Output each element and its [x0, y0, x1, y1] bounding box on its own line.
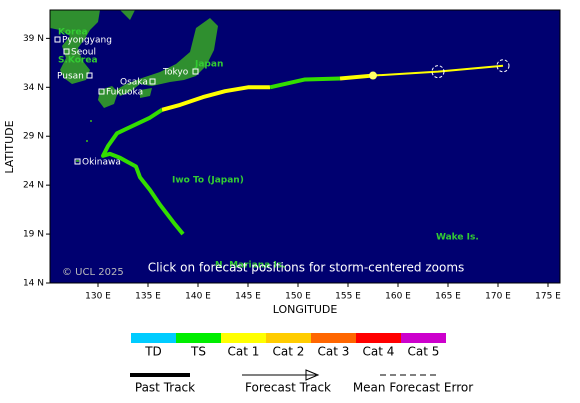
past-track [339, 73, 374, 81]
scale-swatch [221, 333, 266, 343]
city-marker [98, 88, 105, 95]
place-label: Pusan [57, 72, 84, 82]
place-label: Pyongyang [62, 36, 112, 46]
place-label: Tokyo [162, 68, 189, 78]
scale-label: Cat 1 [228, 345, 260, 359]
scale-swatch [401, 333, 446, 343]
place-label: Japan [194, 60, 223, 70]
zoom-note: Click on forecast positions for storm-ce… [148, 261, 465, 275]
place-label: Korea [58, 28, 88, 38]
scale-swatch [311, 333, 356, 343]
legend-arrow [305, 369, 320, 381]
x-tick-label: 135 E [135, 292, 161, 302]
japan-land [116, 18, 218, 96]
scale-label: Cat 5 [408, 345, 440, 359]
x-tick-label: 145 E [235, 292, 261, 302]
land-north [120, 10, 135, 20]
place-label: N. Mariana Is. [215, 261, 285, 271]
forecast-position[interactable] [496, 59, 510, 73]
city-marker [192, 68, 199, 75]
y-tick-label: 34 N [23, 83, 44, 93]
scale-swatch [356, 333, 401, 343]
scale-label: Cat 4 [363, 345, 395, 359]
y-tick-label: 24 N [23, 181, 44, 191]
x-tick-label: 160 E [385, 292, 411, 302]
past-track [269, 76, 341, 90]
x-axis-label: LONGITUDE [273, 303, 338, 316]
island-chain [76, 120, 92, 162]
legend-label: Past Track [135, 381, 195, 395]
scale-label: TS [190, 345, 206, 359]
x-tick-label: 175 E [535, 292, 561, 302]
y-axis-label: LATITUDE [3, 120, 16, 173]
x-tick-label: 155 E [335, 292, 361, 302]
kyushu-land [98, 86, 118, 108]
x-tick-label: 150 E [285, 292, 311, 302]
scale-label: TD [144, 345, 162, 359]
place-label: Fukuoka [106, 88, 143, 98]
past-track [161, 85, 270, 112]
y-tick-label: 14 N [23, 279, 44, 289]
scale-swatch [131, 333, 176, 343]
forecast-track [372, 64, 504, 77]
city-marker [74, 158, 81, 165]
copyright: © UCL 2025 [62, 267, 124, 278]
y-tick-label: 29 N [23, 132, 44, 142]
city-marker [86, 72, 93, 79]
x-tick-label: 130 E [85, 292, 111, 302]
scale-label: Cat 3 [318, 345, 350, 359]
place-label: Osaka [120, 78, 148, 88]
city-marker [63, 48, 70, 55]
land [50, 10, 218, 108]
city-marker [54, 36, 61, 43]
x-tick-label: 165 E [435, 292, 461, 302]
current-position[interactable] [369, 71, 377, 80]
legend-label: Mean Forecast Error [353, 381, 473, 395]
place-label: S.Korea [58, 56, 98, 66]
shikoku-land [140, 88, 152, 98]
plot-frame [49, 9, 561, 284]
scale-swatch [266, 333, 311, 343]
place-label: Iwo To (Japan) [172, 176, 244, 186]
city-marker [149, 78, 156, 85]
x-tick-label: 170 E [485, 292, 511, 302]
place-label: Seoul [71, 48, 96, 58]
place-label: Okinawa [82, 158, 121, 168]
forecast-position[interactable] [431, 65, 445, 79]
legend-label: Forecast Track [245, 381, 331, 395]
y-tick-label: 39 N [23, 34, 44, 44]
past-track [101, 108, 185, 236]
place-label: Wake Is. [436, 233, 479, 243]
korea-land [50, 10, 100, 84]
track-layer [101, 59, 510, 236]
y-tick-label: 19 N [23, 230, 44, 240]
scale-swatch [176, 333, 221, 343]
x-tick-label: 140 E [185, 292, 211, 302]
scale-label: Cat 2 [273, 345, 305, 359]
ocean[interactable] [50, 10, 560, 283]
